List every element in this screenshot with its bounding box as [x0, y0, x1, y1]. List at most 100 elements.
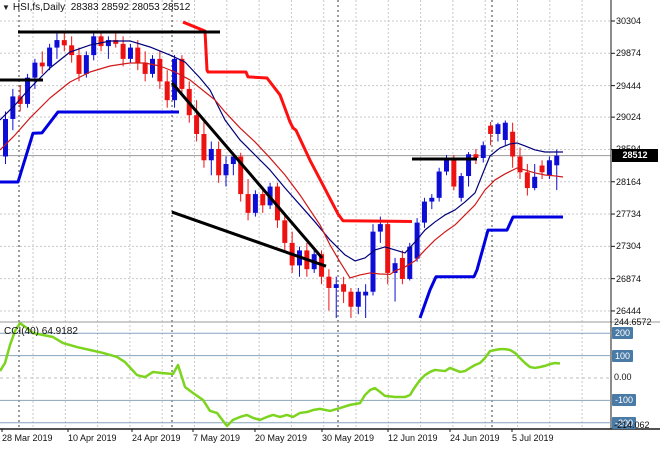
time-axis-label: 7 May 2019	[193, 433, 241, 443]
candle-body	[127, 47, 133, 59]
time-axis-label: 20 May 2019	[255, 433, 308, 443]
candle-body	[333, 284, 339, 288]
cci-axis-label: 0.00	[614, 372, 632, 382]
trend-line	[170, 81, 324, 259]
candle-body	[230, 156, 236, 165]
time-axis-label: 30 May 2019	[322, 433, 375, 443]
price-axis-label: 26444	[616, 305, 642, 316]
candle-body	[407, 246, 413, 279]
symbol-period-label: HSI,fs,Daily	[12, 2, 66, 13]
candle-body	[120, 43, 126, 59]
candle-body	[157, 58, 163, 82]
candle-body	[201, 133, 207, 161]
time-axis-label: 10 Apr 2019	[68, 433, 117, 443]
price-axis-label: 27304	[616, 241, 642, 252]
candle-body	[458, 176, 464, 198]
candle-body	[245, 194, 251, 213]
candle-body	[466, 154, 472, 177]
candle-body	[91, 36, 97, 56]
candle-body	[429, 197, 435, 202]
candle-body	[135, 47, 141, 63]
symbol-dropdown-icon[interactable]: ▼	[2, 3, 10, 12]
candle-body	[363, 291, 369, 296]
price-axis-label: 27734	[616, 209, 642, 220]
candle-body	[76, 55, 82, 74]
candle-body	[377, 224, 383, 232]
indicator-label: CCI(40) 64.9182	[4, 326, 78, 337]
candle-body	[164, 81, 170, 101]
candle-body	[488, 125, 494, 134]
candle-body	[385, 224, 391, 273]
candle-body	[194, 115, 200, 134]
candle-body	[142, 62, 148, 74]
candle-body	[150, 58, 155, 74]
time-axis-label: 24 Apr 2019	[132, 433, 181, 443]
price-axis-label: 29024	[616, 112, 642, 123]
candle-body	[436, 171, 442, 198]
trend-line	[171, 210, 327, 268]
candle-body	[54, 40, 60, 48]
candle-body	[539, 165, 545, 173]
candle-body	[113, 40, 119, 44]
cci-level-badge: -200	[612, 416, 637, 429]
current-price-badge: 28512	[612, 149, 658, 163]
candle-body	[274, 186, 280, 221]
candle-body	[355, 291, 361, 307]
candle-body	[326, 276, 332, 288]
candle-body	[473, 154, 479, 159]
candle-body	[61, 40, 67, 46]
price-axis-label: 29874	[616, 48, 642, 59]
candle-body	[223, 164, 229, 176]
candle-body	[524, 172, 530, 189]
cci-level-badge: 200	[612, 327, 634, 340]
blue-stop-line	[0, 110, 179, 184]
candle-body	[32, 62, 38, 78]
candle-body	[39, 62, 45, 67]
time-axis-label: 24 Jun 2019	[450, 433, 500, 443]
price-axis-label: 28164	[616, 176, 642, 187]
candle-body	[105, 40, 111, 47]
cci-axis-label: -214.062	[614, 419, 650, 430]
ma-line-red	[0, 62, 564, 279]
blue-stop-line	[418, 215, 563, 319]
candle-body	[282, 220, 288, 243]
candle-body	[451, 159, 457, 187]
price-axis-label: 26874	[616, 273, 642, 284]
price-axis-label: 29444	[616, 80, 642, 91]
candle-body	[348, 291, 354, 307]
time-axis-label: 5 Jul 2019	[512, 433, 554, 443]
candle-body	[444, 159, 449, 172]
price-axis-label: 30304	[616, 16, 642, 26]
time-axis-label: 28 Mar 2019	[2, 433, 53, 443]
candle-body	[98, 36, 104, 47]
cci-level-badge: -100	[612, 394, 637, 407]
candle-body	[414, 222, 420, 259]
candle-body	[83, 55, 89, 74]
candle-body	[216, 148, 222, 176]
ma-line-navy	[0, 40, 563, 262]
cci-axis-label: 244.6572	[614, 317, 652, 328]
candle-body	[47, 47, 53, 67]
candle-body	[172, 58, 178, 101]
candle-body	[252, 194, 258, 213]
candle-body	[208, 148, 214, 161]
candle-body	[421, 201, 427, 223]
candle-body	[532, 176, 538, 189]
candle-body	[554, 155, 560, 166]
candle-body	[546, 160, 552, 176]
candle-body	[179, 58, 185, 89]
candle-body	[502, 122, 508, 140]
candle-body	[495, 124, 501, 134]
candle-body	[17, 96, 23, 104]
time-axis-label: 12 Jun 2019	[388, 433, 438, 443]
ohlc-readout: 28383 28592 28053 28512	[70, 2, 191, 13]
candle-body	[260, 194, 266, 206]
candle-body	[69, 45, 75, 56]
chart-title: ▼ HSI,fs,Daily 28383 28592 28053 28512	[2, 2, 190, 13]
candle-body	[370, 231, 376, 292]
red-stop-line	[182, 20, 413, 223]
candle-body	[3, 118, 8, 157]
candle-body	[392, 263, 398, 273]
